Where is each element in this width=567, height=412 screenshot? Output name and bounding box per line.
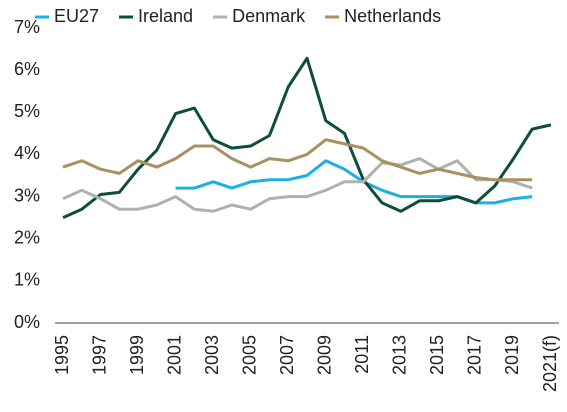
legend-label: EU27: [54, 6, 99, 26]
x-tick-label: 1995: [52, 335, 72, 375]
x-tick-label: 2017: [465, 335, 485, 375]
y-tick-label: 6%: [14, 59, 40, 79]
y-tick-label: 2%: [14, 227, 40, 247]
y-tick-label: 7%: [14, 17, 40, 37]
legend-label: Ireland: [138, 6, 193, 26]
legend-label: Netherlands: [344, 6, 441, 26]
x-tick-label: 2019: [502, 335, 522, 375]
series-line: [62, 157, 533, 213]
x-tick-label: 2003: [202, 335, 222, 375]
x-tick-label: 2007: [277, 335, 297, 375]
x-tick-label: 1997: [89, 335, 109, 375]
x-tick-label: 2015: [427, 335, 447, 375]
x-tick-label: 2021(f): [540, 335, 560, 392]
series-line: [62, 138, 533, 182]
x-tick-label: 1999: [127, 335, 147, 375]
y-tick-label: 0%: [14, 312, 40, 332]
x-tick-label: 2001: [164, 335, 184, 375]
y-tick-label: 3%: [14, 185, 40, 205]
x-tick-label: 2005: [239, 335, 259, 375]
legend-label: Denmark: [232, 6, 306, 26]
y-tick-label: 5%: [14, 101, 40, 121]
series-line: [62, 56, 552, 219]
y-tick-label: 4%: [14, 143, 40, 163]
x-tick-label: 2013: [390, 335, 410, 375]
x-tick-label: 2011: [352, 335, 372, 374]
x-tick-label: 2009: [315, 335, 335, 375]
y-tick-label: 1%: [14, 270, 40, 290]
